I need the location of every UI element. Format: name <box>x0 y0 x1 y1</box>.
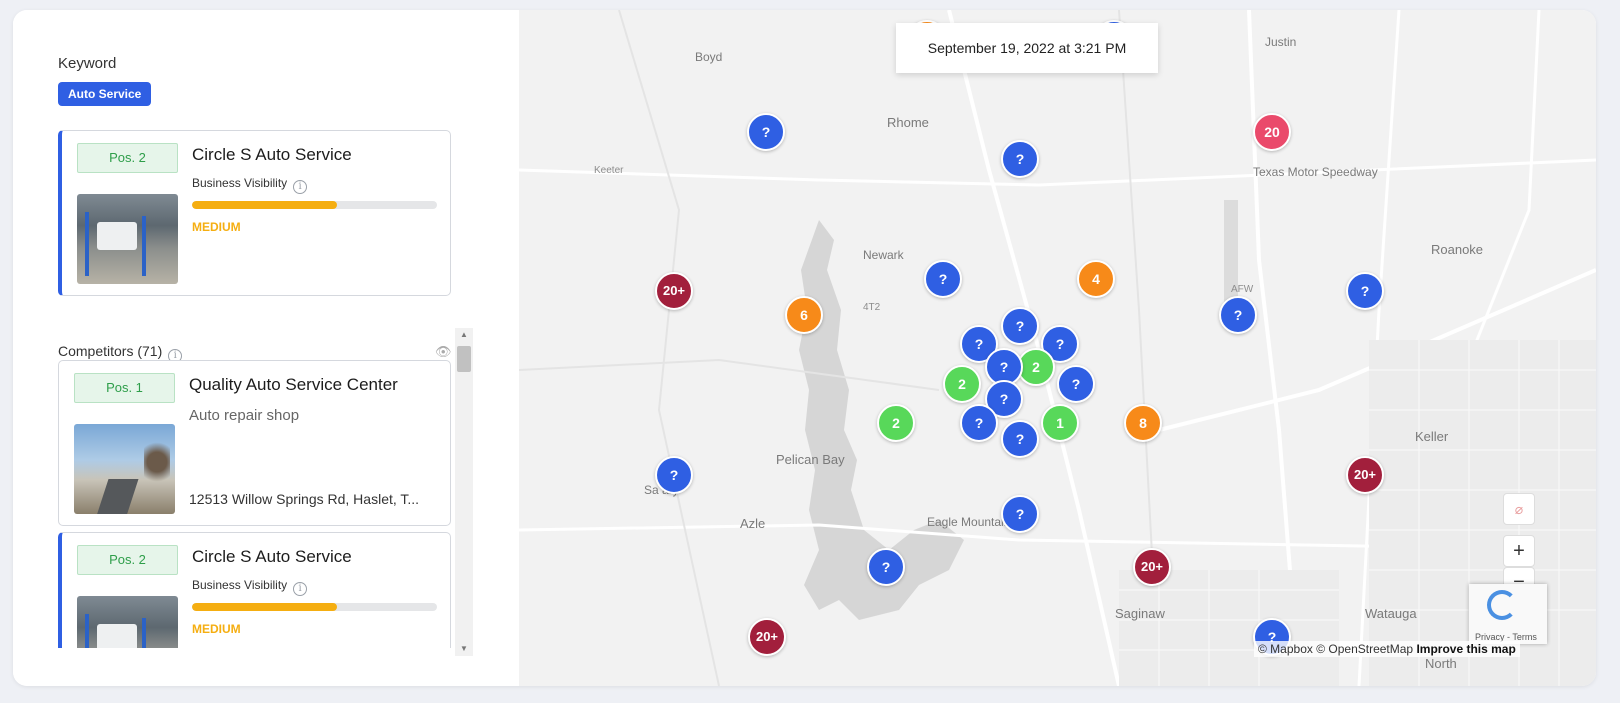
business-name: Circle S Auto Service <box>192 547 352 566</box>
map-label-north: North <box>1425 656 1457 671</box>
keyword-chip[interactable]: Auto Service <box>58 82 152 106</box>
zoom-in-button[interactable]: + <box>1503 535 1535 567</box>
visibility-level: MEDIUM <box>192 622 241 636</box>
recaptcha-badge[interactable]: Privacy - Terms <box>1469 584 1547 644</box>
hide-pins-icon[interactable]: ⌀ <box>1503 493 1535 525</box>
left-panel: Keyword Auto Service Pos. 2 Circle S Aut… <box>13 10 519 686</box>
osm-link[interactable]: © OpenStreetMap <box>1316 642 1414 656</box>
scroll-down-icon[interactable]: ▼ <box>460 644 468 653</box>
map-pin[interactable]: ? <box>1219 296 1257 334</box>
map-label-roanoke: Roanoke <box>1431 242 1484 257</box>
map-pin[interactable]: ? <box>960 404 998 442</box>
recaptcha-text: Privacy - Terms <box>1475 632 1537 642</box>
map-label-watauga: Watauga <box>1365 606 1417 621</box>
position-badge: Pos. 1 <box>74 373 175 403</box>
map-pin[interactable]: 2 <box>877 404 915 442</box>
map-label-afw: AFW <box>1231 284 1254 295</box>
business-name: Circle S Auto Service <box>192 145 352 164</box>
map-label-eagle-mountain: Eagle Mountain <box>927 515 1011 529</box>
map-pin[interactable]: ? <box>1001 495 1039 533</box>
map-label-tms: Texas Motor Speedway <box>1253 165 1378 179</box>
info-icon[interactable]: i <box>293 180 308 194</box>
map-label-4t2: 4T2 <box>863 302 881 313</box>
competitors-list: Pos. 1 Quality Auto Service Center Auto … <box>58 360 478 648</box>
map-pin[interactable]: 6 <box>785 296 823 334</box>
business-card[interactable]: Pos. 2 Circle S Auto Service Business Vi… <box>58 130 451 296</box>
map-pin[interactable]: 2 <box>943 365 981 403</box>
scroll-up-icon[interactable]: ▲ <box>460 330 468 339</box>
position-badge: Pos. 2 <box>77 143 178 173</box>
list-item[interactable]: Pos. 1 Quality Auto Service Center Auto … <box>58 360 451 526</box>
mapbox-link[interactable]: © Mapbox <box>1258 642 1313 656</box>
business-photo <box>77 596 178 648</box>
visibility-level: MEDIUM <box>192 220 241 234</box>
visibility-bar <box>192 603 437 611</box>
map-pin[interactable]: ? <box>655 456 693 494</box>
map-label-justin: Justin <box>1265 35 1297 49</box>
map-label-newark: Newark <box>863 248 904 262</box>
map-label-rhome: Rhome <box>887 115 929 130</box>
map-pin[interactable]: 8 <box>1124 404 1162 442</box>
map-label-pelican-bay: Pelican Bay <box>776 452 845 467</box>
scroll-thumb[interactable] <box>457 346 471 372</box>
business-photo <box>74 424 175 514</box>
map-label-keller: Keller <box>1415 429 1449 444</box>
business-photo <box>77 194 178 284</box>
map-pin[interactable]: 20+ <box>1133 548 1171 586</box>
map-pin[interactable]: 2 <box>1017 348 1055 386</box>
position-badge: Pos. 2 <box>77 545 178 575</box>
app-frame: Keyword Auto Service Pos. 2 Circle S Aut… <box>13 10 1596 686</box>
business-category: Auto repair shop <box>189 407 300 424</box>
visibility-label: Business Visibility i <box>192 176 308 194</box>
competitors-scrollbar[interactable]: ▲ ▼ <box>455 328 473 656</box>
business-address: 12513 Willow Springs Rd, Haslet, T... <box>189 491 420 507</box>
map-pin[interactable]: ? <box>1001 307 1039 345</box>
map-pin[interactable]: ? <box>867 548 905 586</box>
map-pin[interactable]: 4 <box>1077 260 1115 298</box>
info-icon[interactable]: i <box>293 582 308 596</box>
map-label-boyd: Boyd <box>695 50 723 64</box>
map-pin[interactable]: ? <box>1057 365 1095 403</box>
visibility-fill <box>192 603 337 611</box>
date-tooltip: September 19, 2022 at 3:21 PM <box>896 23 1158 73</box>
visibility-label: Business Visibility i <box>192 578 308 596</box>
map-pin[interactable]: ? <box>1346 272 1384 310</box>
map-label-azle: Azle <box>740 516 766 531</box>
improve-map-link[interactable]: Improve this map <box>1416 642 1516 656</box>
visibility-fill <box>192 201 337 209</box>
map[interactable]: Boyd Rhome Justin Keeter Texas Motor Spe… <box>519 10 1596 686</box>
keyword-label: Keyword <box>58 55 117 72</box>
map-pin[interactable]: 20 <box>1253 113 1291 151</box>
map-attribution: © Mapbox © OpenStreetMap Improve this ma… <box>1254 641 1520 657</box>
map-pin[interactable]: 20+ <box>748 618 786 656</box>
map-pin[interactable]: ? <box>747 113 785 151</box>
map-pin[interactable]: ? <box>924 260 962 298</box>
map-label-keeter: Keeter <box>594 165 624 176</box>
map-pin[interactable]: 20+ <box>1346 456 1384 494</box>
eye-icon[interactable]: 👁 <box>435 344 452 359</box>
map-pin[interactable]: 1 <box>1041 404 1079 442</box>
business-name: Quality Auto Service Center <box>189 375 398 394</box>
visibility-bar <box>192 201 437 209</box>
map-pin[interactable]: ? <box>1001 140 1039 178</box>
list-item[interactable]: Pos. 2 Circle S Auto Service Business Vi… <box>58 532 451 648</box>
map-pin[interactable]: ? <box>985 348 1023 386</box>
map-pin[interactable]: ? <box>1001 420 1039 458</box>
map-pin[interactable]: 20+ <box>655 272 693 310</box>
map-label-saginaw: Saginaw <box>1115 606 1165 621</box>
recaptcha-icon <box>1487 590 1517 620</box>
